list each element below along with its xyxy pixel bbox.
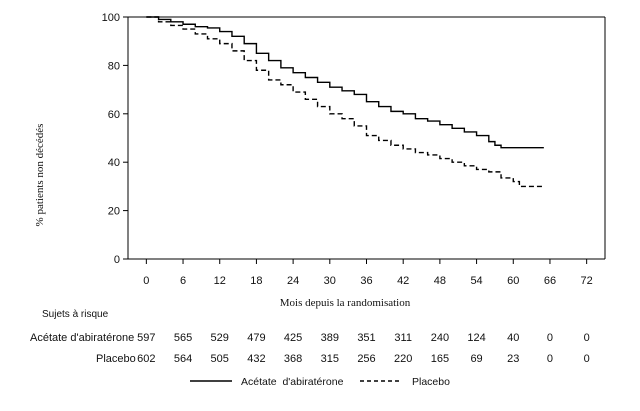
x-tick-label: 36 xyxy=(360,275,372,287)
risk-value: 256 xyxy=(357,353,375,365)
x-tick-label: 48 xyxy=(434,275,446,287)
legend: Acétate d'abiratérone Placebo xyxy=(190,376,450,388)
y-ticks: 0 20 40 60 80 100 xyxy=(102,12,128,266)
y-tick-label: 60 xyxy=(108,109,120,121)
risk-value: 0 xyxy=(547,353,553,365)
y-tick-label: 0 xyxy=(114,254,120,266)
x-tick-label: 60 xyxy=(507,275,519,287)
x-tick-label: 12 xyxy=(214,275,226,287)
risk-value: 240 xyxy=(431,332,449,344)
series-line-placebo xyxy=(146,16,544,188)
risk-values: 597 565 529 479 425 389 351 311 240 124 40 0 0 602 564… xyxy=(137,332,590,365)
series-line-abiraterone xyxy=(146,16,544,149)
x-tick-label: 0 xyxy=(143,275,149,287)
risk-value: 40 xyxy=(507,332,519,344)
risk-value: 220 xyxy=(394,353,412,365)
y-axis-title: % patients non décédés xyxy=(34,124,46,227)
risk-value: 389 xyxy=(321,332,339,344)
risk-value: 0 xyxy=(584,353,590,365)
risk-value: 565 xyxy=(174,332,192,344)
risk-value: 0 xyxy=(584,332,590,344)
x-tick-label: 6 xyxy=(180,275,186,287)
risk-value: 602 xyxy=(137,353,155,365)
risk-table-header: Sujets à risque xyxy=(42,309,109,320)
y-tick-label: 40 xyxy=(108,157,120,169)
axes xyxy=(127,16,606,260)
series-layer xyxy=(146,16,544,188)
y-tick-label: 80 xyxy=(108,60,120,72)
risk-value: 597 xyxy=(137,332,155,344)
risk-row-label-abiraterone: Acétate d'abiratérone xyxy=(30,332,134,344)
risk-value: 505 xyxy=(211,353,229,365)
x-ticks: 0 6 12 18 24 30 36 42 48 54 60 66 72 xyxy=(143,259,593,287)
risk-value: 432 xyxy=(247,353,265,365)
x-tick-label: 42 xyxy=(397,275,409,287)
risk-value: 368 xyxy=(284,353,302,365)
risk-value: 311 xyxy=(394,332,412,344)
x-tick-label: 66 xyxy=(544,275,556,287)
x-axis-title: Mois depuis la randomisation xyxy=(280,297,411,309)
risk-value: 0 xyxy=(547,332,553,344)
y-tick-label: 100 xyxy=(102,12,120,24)
risk-value: 425 xyxy=(284,332,302,344)
risk-value: 351 xyxy=(357,332,375,344)
x-tick-label: 18 xyxy=(250,275,262,287)
y-tick-label: 20 xyxy=(108,206,120,218)
risk-value: 479 xyxy=(247,332,265,344)
x-tick-label: 72 xyxy=(581,275,593,287)
risk-value: 315 xyxy=(321,353,339,365)
legend-label-placebo: Placebo xyxy=(412,376,450,388)
risk-value: 23 xyxy=(507,353,519,365)
risk-value: 564 xyxy=(174,353,192,365)
risk-value: 165 xyxy=(431,353,449,365)
risk-value: 529 xyxy=(211,332,229,344)
x-tick-label: 24 xyxy=(287,275,299,287)
legend-label-abiraterone: Acétate d'abiratérone xyxy=(241,376,344,388)
x-tick-label: 54 xyxy=(470,275,482,287)
x-tick-label: 30 xyxy=(324,275,336,287)
risk-value: 69 xyxy=(470,353,482,365)
risk-row-label-placebo: Placebo xyxy=(96,353,136,365)
risk-value: 124 xyxy=(467,332,485,344)
